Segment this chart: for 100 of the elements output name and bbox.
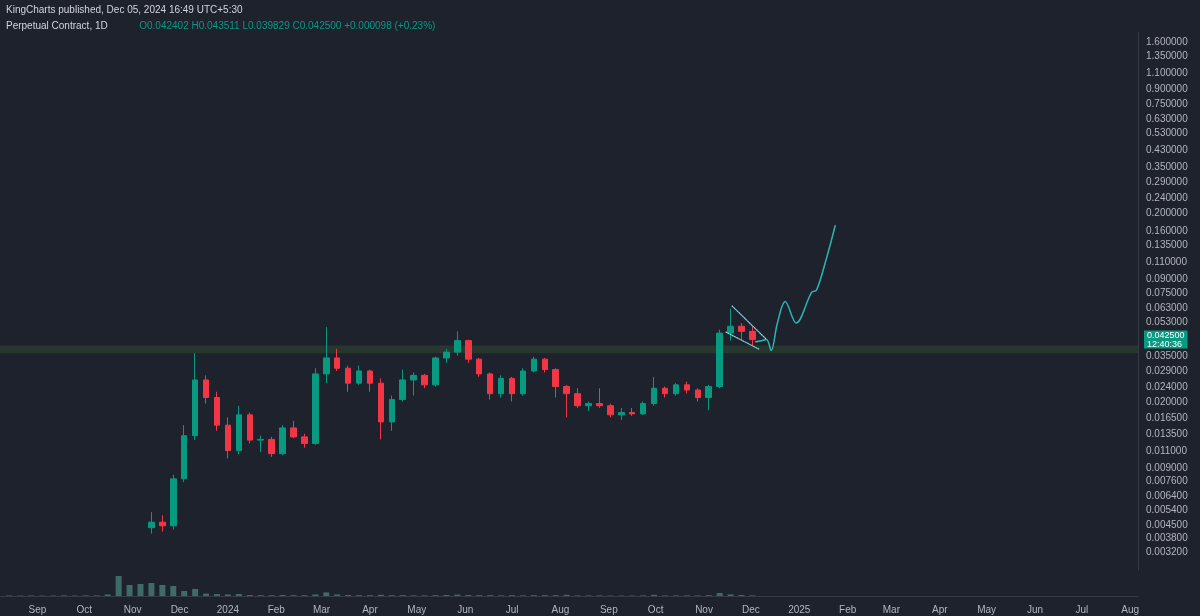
y-tick-label: 0.003800 — [1146, 532, 1189, 544]
candlestick — [399, 369, 406, 403]
candlestick — [312, 367, 319, 446]
candlestick — [279, 424, 286, 456]
candlestick — [673, 382, 679, 397]
bar — [323, 592, 330, 596]
y-tick-label: 0.430000 — [1146, 144, 1189, 156]
candlestick — [563, 384, 570, 418]
x-tick-label: Oct — [76, 603, 93, 615]
y-tick-label: 0.007600 — [1146, 475, 1189, 487]
chart-title: Perpetual Contract, 1D — [6, 19, 108, 31]
x-tick-label: Nov — [695, 603, 713, 615]
candlestick — [531, 356, 537, 373]
y-tick-label: 1.600000 — [1146, 36, 1189, 48]
x-tick-label: Feb — [267, 603, 286, 615]
candlestick — [684, 381, 690, 395]
y-tick-label: 0.005400 — [1146, 503, 1189, 515]
y-tick-label: 0.240000 — [1146, 191, 1189, 203]
candlestick — [378, 377, 384, 440]
text: O0.042402 H0.043511 L0.039829 C0.042500 +0.000098 (+0.23%) — [139, 19, 436, 31]
x-tick-label: Dec — [170, 603, 189, 615]
x-tick-label: May — [977, 603, 997, 615]
x-tick-label: Mar — [312, 603, 331, 615]
x-tick-label: Jul — [505, 603, 519, 615]
y-tick-label: 0.135000 — [1146, 239, 1189, 251]
x-tick-label: Nov — [123, 603, 142, 615]
candlestick — [181, 424, 187, 483]
candlestick — [629, 407, 635, 417]
bar — [126, 585, 133, 596]
candlestick — [498, 374, 504, 398]
y-tick-label: 0.024000 — [1146, 381, 1189, 393]
x-tick-label: 2025 — [788, 603, 811, 615]
candlestick — [574, 387, 581, 409]
candlestick — [520, 367, 526, 397]
bar — [716, 593, 723, 596]
y-tick-label: 0.530000 — [1146, 126, 1189, 138]
y-tick-label: 0.350000 — [1146, 160, 1189, 172]
y-tick-label: 0.075000 — [1146, 287, 1189, 299]
candlestick — [509, 376, 515, 403]
y-tick-label: 0.035000 — [1146, 350, 1189, 362]
candlestick — [148, 511, 155, 535]
y-tick-label: 0.090000 — [1146, 272, 1189, 284]
x-tick-label: Oct — [647, 603, 664, 615]
candlestick — [203, 374, 209, 405]
candlestick — [727, 308, 734, 342]
candlestick — [247, 411, 253, 444]
y-tick-label: 0.063000 — [1146, 301, 1189, 313]
candlestick — [301, 433, 308, 449]
y-tick-label: 0.013500 — [1146, 428, 1189, 440]
candlestick — [695, 387, 701, 403]
candlestick — [476, 357, 482, 378]
bar — [170, 586, 177, 596]
candlestick — [552, 367, 559, 398]
y-tick-label: 0.200000 — [1146, 206, 1189, 218]
line-series — [754, 225, 836, 352]
candlestick — [170, 474, 177, 531]
y-tick-label: 1.350000 — [1146, 50, 1189, 62]
candlestick — [356, 365, 362, 386]
candlestick — [290, 420, 297, 439]
candlestick — [345, 365, 351, 393]
x-tick-label: Jun — [1026, 603, 1044, 615]
y-tick-label: 0.016500 — [1146, 411, 1189, 423]
candlestick — [716, 329, 723, 389]
bar — [159, 585, 166, 596]
y-tick-label: 0.630000 — [1146, 112, 1189, 124]
candlestick — [585, 401, 592, 412]
y-tick-label: 0.009000 — [1146, 461, 1189, 473]
candlestick — [257, 435, 264, 453]
bar — [137, 584, 144, 596]
y-tick-label: 0.053000 — [1146, 315, 1189, 327]
y-tick-label: 0.160000 — [1146, 225, 1189, 237]
y-tick-label: 0.004500 — [1146, 518, 1189, 530]
y-tick-label: 0.011000 — [1146, 445, 1188, 457]
candlestick — [236, 405, 242, 455]
candlestick — [367, 369, 373, 393]
candlestick — [618, 407, 625, 421]
bar — [192, 589, 199, 596]
candlestick — [421, 373, 428, 389]
x-tick-label: Mar — [882, 603, 901, 615]
candlestick — [607, 403, 614, 418]
x-tick-label: Dec — [741, 603, 760, 615]
candlestick — [596, 387, 603, 409]
candlestick — [705, 384, 712, 411]
candlestick — [738, 322, 745, 342]
y-tick-label: 0.003200 — [1146, 546, 1189, 558]
x-tick-label: Jun — [457, 603, 474, 615]
candlestick — [334, 348, 340, 372]
candlestick — [389, 395, 395, 432]
y-tick-label: 0.750000 — [1146, 98, 1189, 110]
candlestick — [214, 391, 220, 432]
y-tick-label: 0.900000 — [1146, 83, 1189, 95]
x-tick-label: Aug — [1121, 603, 1140, 615]
candlestick — [487, 371, 493, 400]
candlestick — [651, 376, 657, 407]
bar — [148, 583, 155, 596]
x-tick-label: 2024 — [216, 603, 240, 615]
y-tick-label: 0.290000 — [1146, 176, 1189, 188]
y-tick-label: 0.029000 — [1146, 365, 1189, 377]
candlestick — [192, 352, 198, 441]
candlestick — [749, 325, 756, 346]
